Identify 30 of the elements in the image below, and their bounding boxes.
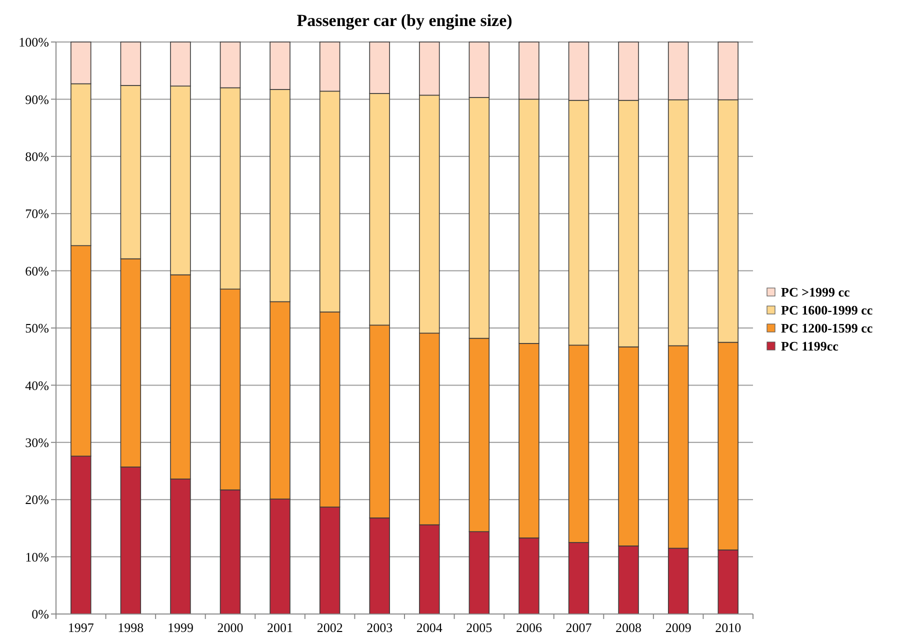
y-tick-label: 0%: [32, 606, 50, 622]
x-tick-label: 1998: [118, 620, 144, 635]
x-tick-label: 2006: [516, 620, 542, 635]
legend-label: PC 1199cc: [781, 338, 839, 354]
x-tick-label: 2003: [366, 620, 393, 635]
y-tick-label: 50%: [25, 320, 50, 336]
y-tick-label: 60%: [25, 263, 50, 278]
y-tick-label: 80%: [25, 148, 50, 164]
y-tick-label: 30%: [25, 434, 50, 450]
legend-label: PC >1999 cc: [781, 284, 850, 300]
x-tick-label: 2005: [466, 620, 492, 635]
x-tick-label: 2001: [267, 620, 294, 635]
x-tick-label: 2004: [416, 620, 443, 635]
y-tick-label: 100%: [18, 34, 50, 50]
y-tick-label: 10%: [25, 549, 50, 564]
x-tick-label: 1997: [68, 620, 94, 635]
x-tick-label: 2007: [566, 620, 592, 635]
y-tick-label: 40%: [25, 378, 50, 393]
x-tick-label: 2008: [616, 620, 642, 635]
x-tick-label: 2009: [665, 620, 692, 635]
chart-title: Passenger car (by engine size): [296, 11, 512, 30]
x-tick-label: 2002: [316, 620, 343, 635]
x-tick-label: 2000: [217, 620, 244, 635]
y-tick-label: 20%: [25, 492, 50, 508]
y-tick-label: 70%: [25, 206, 50, 222]
y-tick-label: 90%: [25, 92, 50, 107]
x-tick-label: 1999: [167, 620, 194, 635]
legend-label: PC 1200-1599 cc: [781, 320, 873, 336]
x-tick-label: 2010: [715, 620, 742, 635]
legend-label: PC 1600-1999 cc: [781, 302, 873, 318]
